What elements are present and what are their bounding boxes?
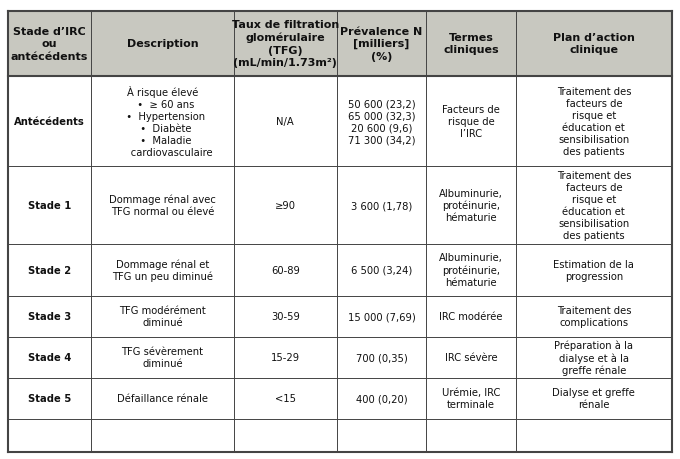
Text: Facteurs de
risque de
l’IRC: Facteurs de risque de l’IRC [442,105,500,139]
Text: 60-89: 60-89 [271,265,300,275]
Bar [234,378,337,419]
Text: Stade d’IRC
ou
antécédents: Stade d’IRC ou antécédents [11,27,88,62]
Text: 15-29: 15-29 [271,353,300,363]
Bar [91,296,234,337]
Bar [8,419,91,452]
Text: Antécédents: Antécédents [14,117,85,127]
Bar [337,378,426,419]
Text: 6 500 (3,24): 6 500 (3,24) [351,265,412,275]
Text: Traitement des
facteurs de
risque et
éducation et
sensibilisation
des patients: Traitement des facteurs de risque et édu… [557,171,631,241]
Bar [337,337,426,378]
Text: Dialyse et greffe
rénale: Dialyse et greffe rénale [552,387,635,409]
Bar [91,337,234,378]
Text: Traitement des
facteurs de
risque et
éducation et
sensibilisation
des patients: Traitement des facteurs de risque et édu… [557,87,631,157]
Bar [516,378,672,419]
Text: IRC modérée: IRC modérée [439,312,503,322]
Text: À risque élevé
  •  ≥ 60 ans
  •  Hypertension
  •  Diabète
  •  Maladie
      c: À risque élevé • ≥ 60 ans • Hypertension… [112,86,213,158]
Bar [234,296,337,337]
Text: N/A: N/A [276,117,294,127]
Text: Stade 3: Stade 3 [28,312,71,322]
Text: TFG sévèrement
diminué: TFG sévèrement diminué [122,347,203,369]
Bar [8,337,91,378]
Text: ≥90: ≥90 [275,201,296,211]
Text: Albuminurie,
protéinurie,
hématurie: Albuminurie, protéinurie, hématurie [439,253,503,287]
Text: Taux de filtration
glomérulaire
(TFG)
(mL/min/1.73m²): Taux de filtration glomérulaire (TFG) (m… [232,20,339,68]
Bar [516,419,672,452]
Text: IRC sévère: IRC sévère [445,353,497,363]
Text: Stade 4: Stade 4 [28,353,71,363]
Text: Albuminurie,
protéinurie,
hématurie: Albuminurie, protéinurie, hématurie [439,188,503,223]
Text: Préparation à la
dialyse et à la
greffe rénale: Préparation à la dialyse et à la greffe … [554,340,633,375]
Text: Estimation de la
progression: Estimation de la progression [554,259,634,281]
Text: Prévalence N
[milliers]
(%): Prévalence N [milliers] (%) [341,27,422,62]
Text: Plan d’action
clinique: Plan d’action clinique [553,33,635,55]
Text: 400 (0,20): 400 (0,20) [356,393,407,403]
Text: <15: <15 [275,393,296,403]
Text: 15 000 (7,69): 15 000 (7,69) [347,312,415,322]
Bar [234,337,337,378]
Bar [91,378,234,419]
Bar [337,296,426,337]
Bar [426,419,516,452]
Text: Dommage rénal et
TFG un peu diminué: Dommage rénal et TFG un peu diminué [112,258,213,282]
Text: Termes
cliniques: Termes cliniques [443,33,499,55]
Text: 30-59: 30-59 [271,312,300,322]
Bar [8,378,91,419]
Bar [516,296,672,337]
Text: 3 600 (1,78): 3 600 (1,78) [351,201,412,211]
Text: Stade 5: Stade 5 [28,393,71,403]
Bar [8,296,91,337]
Bar [337,419,426,452]
Text: Stade 2: Stade 2 [28,265,71,275]
Text: 50 600 (23,2)
65 000 (32,3)
20 600 (9,6)
71 300 (34,2): 50 600 (23,2) 65 000 (32,3) 20 600 (9,6)… [347,99,415,145]
Text: Dommage rénal avec
TFG normal ou élevé: Dommage rénal avec TFG normal ou élevé [109,194,216,217]
Text: Description: Description [126,39,199,49]
Text: 700 (0,35): 700 (0,35) [356,353,407,363]
Text: Traitement des
complications: Traitement des complications [557,306,631,328]
Text: Défaillance rénale: Défaillance rénale [117,393,208,403]
Text: Stade 1: Stade 1 [28,201,71,211]
Text: Urémie, IRC
terminale: Urémie, IRC terminale [442,387,500,409]
Bar [234,419,337,452]
Bar [426,296,516,337]
Bar [516,337,672,378]
Bar [426,337,516,378]
Bar [426,378,516,419]
Text: TFG modérément
diminué: TFG modérément diminué [119,306,206,328]
Bar [91,419,234,452]
